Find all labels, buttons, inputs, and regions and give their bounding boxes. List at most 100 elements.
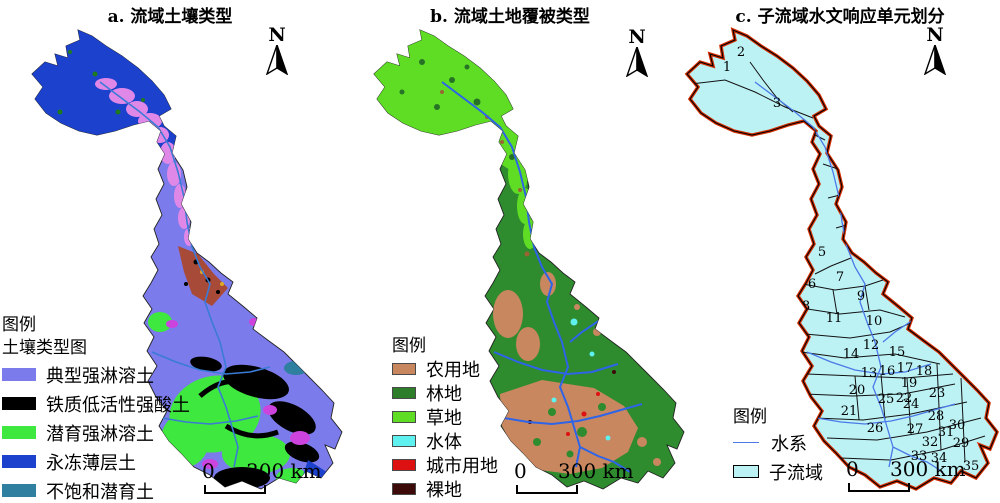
legend-swatch: [2, 455, 36, 468]
scale-distance: 300 km: [558, 459, 634, 483]
panel-c-title: c. 子流域水文响应单元划分: [735, 7, 945, 27]
legend-row: 潜育强淋溶土: [2, 418, 190, 447]
legend-row: 永冻薄层土: [2, 447, 190, 476]
scalebar-c: 0 300 km: [840, 457, 990, 492]
subbasin-box-swatch: [733, 465, 759, 478]
subbasin-label-24: 24: [903, 397, 920, 412]
subbasin-label-7: 7: [836, 270, 844, 285]
legend-swatch: [392, 459, 416, 471]
scale-bracket: [204, 485, 266, 494]
subbasin-label-17: 17: [897, 361, 914, 376]
subbasin-label-6: 6: [808, 277, 816, 292]
legend-swatch: [2, 368, 36, 381]
legend-label: 不饱和潜育土: [46, 481, 154, 503]
subbasin-label-12: 12: [863, 338, 880, 353]
legend-label: 铁质低活性强酸土: [46, 394, 190, 416]
scale-distance: 300 km: [246, 459, 322, 483]
legend-subbasin: 图例 水系 子流域: [733, 406, 823, 486]
legend-subtitle: 土壤类型图: [2, 338, 87, 358]
legend-row: 草地: [392, 405, 498, 429]
legend-label: 城市用地: [426, 456, 498, 477]
subbasin-label-23: 23: [929, 386, 946, 401]
legend-row: 水体: [392, 429, 498, 453]
legend-title: 图例: [733, 407, 767, 427]
legend-swatch: [392, 483, 416, 495]
subbasin-label-8: 8: [802, 299, 810, 314]
legend-row: 农用地: [392, 357, 498, 381]
legend-label: 水体: [426, 432, 462, 453]
legend-swatch: [2, 397, 36, 410]
land-cover-map: [373, 29, 685, 490]
legend-row: 林地: [392, 381, 498, 405]
panel-b-title: b. 流域土地覆被类型: [430, 7, 590, 27]
legend-soil: 图例 土壤类型图 典型强淋溶土 铁质低活性强酸土 潜育强淋溶土 永冻薄层土 不饱…: [2, 314, 190, 503]
compass-needle-icon: [265, 44, 289, 76]
legend-swatch: [392, 411, 416, 423]
legend-label: 潜育强淋溶土: [46, 423, 154, 445]
subbasin-label-13: 13: [861, 366, 878, 381]
soil-type-map: [31, 29, 343, 490]
river-network: [754, 81, 956, 473]
scale-bracket: [516, 485, 578, 494]
subbasin-label-28: 28: [928, 409, 945, 424]
subbasin-boundaries: [690, 61, 986, 463]
subbasin-label-5: 5: [818, 245, 826, 260]
subbasin-label-32: 32: [922, 435, 939, 450]
subbasin-label-1: 1: [723, 60, 731, 75]
compass-needle-icon: [625, 46, 649, 78]
legend-row: 城市用地: [392, 453, 498, 477]
subbasin-label-22: 22: [896, 391, 913, 406]
subbasin-label-21: 21: [841, 404, 858, 419]
legend-label: 农用地: [426, 360, 480, 381]
legend-landcover: 图例 农用地 林地 草地 水体 城市用地 裸地: [392, 335, 498, 501]
legend-title: 图例: [392, 336, 426, 356]
legend-swatch: [2, 484, 36, 497]
scale-zero: 0: [846, 457, 859, 481]
legend-row: 不饱和潜育土: [2, 476, 190, 503]
scale-distance: 300 km: [890, 457, 966, 481]
legend-label: 草地: [426, 408, 462, 429]
subbasin-label-31: 31: [938, 425, 955, 440]
north-arrow-c: N: [920, 25, 950, 79]
north-letter: N: [628, 26, 646, 48]
legend-label: 林地: [426, 384, 462, 405]
subbasin-label-33: 33: [911, 449, 928, 464]
compass-needle-icon: [923, 44, 947, 76]
subbasin-label-26: 26: [867, 421, 884, 436]
north-arrow-a: N: [262, 25, 292, 79]
legend-label: 水系: [771, 433, 807, 455]
subbasin-label-3: 3: [773, 96, 781, 111]
subbasin-label-14: 14: [843, 347, 860, 362]
legend-title: 图例: [2, 315, 36, 335]
legend-label: 子流域: [769, 462, 823, 484]
scalebar-b: 0 300 km: [508, 459, 658, 494]
legend-label: 典型强淋溶土: [46, 365, 154, 387]
legend-row: 铁质低活性强酸土: [2, 389, 190, 418]
panel-a-title: a. 流域土壤类型: [107, 7, 233, 27]
north-letter: N: [268, 24, 286, 46]
subbasin-label-18: 18: [916, 364, 933, 379]
legend-swatch: [392, 435, 416, 447]
scale-bracket: [848, 483, 910, 492]
subbasin-label-9: 9: [857, 289, 865, 304]
legend-row: 裸地: [392, 477, 498, 501]
subbasin-label-34: 34: [931, 451, 948, 466]
subbasin-label-20: 20: [849, 383, 866, 398]
subbasin-label-27: 27: [907, 422, 924, 437]
north-arrow-b: N: [622, 27, 652, 81]
subbasin-label-35: 35: [963, 459, 980, 474]
scalebar-a: 0 300 km: [196, 459, 346, 494]
subbasin-label-30: 30: [949, 418, 966, 433]
subbasin-label-19: 19: [901, 376, 918, 391]
legend-label: 永冻薄层土: [46, 452, 136, 474]
legend-label: 裸地: [426, 480, 462, 501]
scale-zero: 0: [514, 459, 527, 483]
scale-zero: 0: [202, 459, 215, 483]
legend-row: 水系: [733, 428, 823, 457]
subbasin-label-16: 16: [879, 364, 896, 379]
legend-row: 典型强淋溶土: [2, 360, 190, 389]
north-letter: N: [926, 24, 944, 46]
